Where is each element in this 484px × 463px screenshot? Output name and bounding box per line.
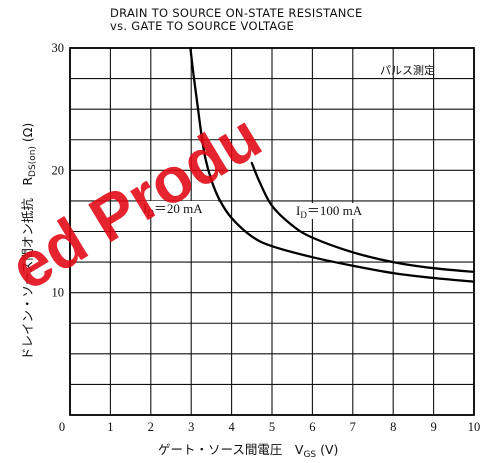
y-tick-label: 10 [52, 286, 65, 300]
grid [69, 47, 475, 416]
chart-title-line-2: vs. GATE TO SOURCE VOLTAGE [110, 19, 294, 33]
series-label-1: ID＝20 mA [143, 201, 203, 218]
tick-labels: 0 1 2 3 4 5 6 7 8 9 10 10 20 30 [52, 41, 481, 434]
x-tick-label: 8 [390, 420, 396, 434]
series-line-1 [189, 46, 476, 283]
series-label-bg [140, 201, 218, 217]
x-tick-label: 2 [148, 420, 154, 434]
x-tick-label: 0 [59, 420, 65, 434]
series-label-bg [293, 203, 379, 219]
labels: ID＝20 mA ID＝100 mA パルス測定 DRAIN TO SOURCE ON… [20, 6, 435, 460]
series-line-2 [250, 161, 476, 274]
plot-frame [69, 47, 475, 416]
y-tick-label: 30 [52, 41, 65, 55]
chart-title-line-1: DRAIN TO SOURCE ON-STATE RESISTANCE [110, 6, 363, 20]
x-tick-label: 6 [309, 420, 315, 434]
y-axis-label: ドレイン・ソース間オン抵抗 RDS(on) (Ω) [20, 123, 38, 360]
x-tick-label: 10 [468, 420, 481, 434]
y-tick-label: 20 [52, 163, 65, 177]
x-tick-label: 7 [350, 420, 356, 434]
x-tick-label: 4 [228, 420, 235, 434]
x-tick-label: 9 [430, 420, 436, 434]
series-label-2: ID＝100 mA [296, 203, 363, 220]
annotation-pulse-measurement: パルス測定 [380, 63, 435, 77]
x-tick-label: 3 [188, 420, 194, 434]
x-tick-label: 5 [269, 420, 275, 434]
x-tick-label: 1 [107, 420, 113, 434]
curves [189, 46, 476, 283]
x-axis-label: ゲート・ソース間電圧 VGS (V) [158, 442, 338, 460]
